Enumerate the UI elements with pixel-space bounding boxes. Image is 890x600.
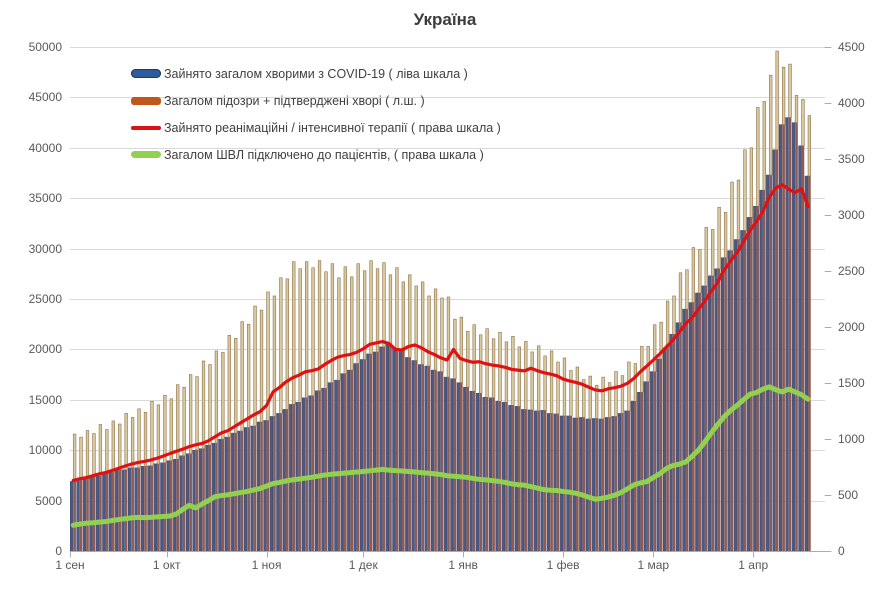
- legend-marker-orange-bar: [131, 96, 161, 105]
- y-axis-right-tick-label: 3500: [838, 152, 865, 166]
- y-axis-left-tick-label: 25000: [28, 292, 62, 306]
- legend-label: Загалом ШВЛ підключено до пацієнтів, ( п…: [164, 147, 484, 162]
- legend-item-ventilators: Загалом ШВЛ підключено до пацієнтів, ( п…: [131, 145, 501, 164]
- y-axis-right-tick-label: 0: [838, 544, 845, 558]
- x-axis-tick-label: 1 ноя: [251, 558, 282, 572]
- y-axis-left-tick-label: 10000: [28, 443, 62, 458]
- y-axis-left-tick-label: 20000: [28, 342, 62, 357]
- y-axis-left-tick-label: 40000: [28, 140, 62, 155]
- y-axis-left-tick-label: 0: [55, 544, 62, 558]
- legend-marker-blue-bar: [131, 69, 161, 78]
- legend-item-hospitalized: Зайнято загалом хворими з COVID-19 ( лів…: [131, 64, 501, 83]
- x-axis-tick-label: 1 мар: [637, 558, 670, 572]
- y-axis-right-tick-label: 500: [838, 488, 859, 502]
- y-axis-left-tick-label: 30000: [28, 241, 62, 256]
- y-axis-left-tick-label: 50000: [28, 40, 62, 54]
- y-axis-right-tick-label: 4500: [838, 40, 865, 54]
- legend-marker-green-line: [131, 151, 161, 158]
- y-axis-right-tick-label: 1500: [838, 376, 865, 390]
- legend-label: Зайнято загалом хворими з COVID-19 ( лів…: [164, 66, 468, 81]
- legend-item-icu: Зайнято реанімаційні / інтенсивної терап…: [131, 118, 501, 137]
- legend-label: Зайнято реанімаційні / інтенсивної терап…: [164, 120, 501, 135]
- x-axis-tick-label: 1 сен: [55, 558, 85, 572]
- legend-item-suspected-confirmed: Загалом підозри + підтверджені хворі ( л…: [131, 91, 501, 110]
- y-axis-left-tick-label: 15000: [28, 392, 62, 407]
- y-axis-left-tick-label: 35000: [28, 191, 62, 206]
- y-axis-right-tick-label: 1000: [838, 432, 865, 446]
- x-axis-tick-label: 1 фев: [546, 558, 580, 572]
- y-axis-right-tick-label: 3000: [838, 208, 865, 222]
- x-axis-tick-label: 1 дек: [348, 558, 378, 572]
- legend-marker-red-line: [131, 125, 161, 130]
- y-axis-right-tick-label: 4000: [838, 96, 865, 110]
- x-axis-tick-label: 1 окт: [152, 558, 181, 572]
- y-axis-left-tick-label: 5000: [35, 493, 62, 508]
- x-axis-tick-label: 1 янв: [448, 558, 478, 572]
- y-axis-right-tick-label: 2000: [838, 320, 865, 334]
- y-axis-right-tick-label: 2500: [838, 264, 865, 278]
- x-axis-tick-label: 1 апр: [738, 558, 769, 572]
- legend-label: Загалом підозри + підтверджені хворі ( л…: [164, 93, 425, 108]
- legend: Зайнято загалом хворими з COVID-19 ( лів…: [131, 64, 501, 172]
- y-axis-left-tick-label: 45000: [28, 90, 62, 105]
